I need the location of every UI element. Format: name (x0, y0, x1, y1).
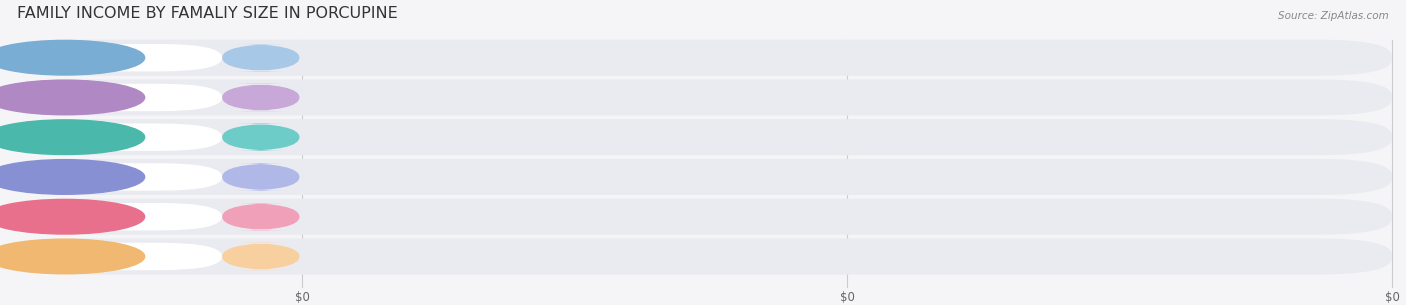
Text: FAMILY INCOME BY FAMALIY SIZE IN PORCUPINE: FAMILY INCOME BY FAMALIY SIZE IN PORCUPI… (17, 6, 398, 21)
Text: $0: $0 (253, 170, 269, 183)
Text: $0: $0 (253, 91, 269, 104)
Text: 7+ Person Families: 7+ Person Families (127, 250, 239, 263)
Text: $0: $0 (253, 51, 269, 64)
Text: 2-Person Families: 2-Person Families (127, 51, 229, 64)
Text: $0: $0 (839, 291, 855, 304)
Text: 3-Person Families: 3-Person Families (127, 91, 229, 104)
Text: $0: $0 (1385, 291, 1399, 304)
Text: Source: ZipAtlas.com: Source: ZipAtlas.com (1278, 11, 1389, 21)
Text: 6-Person Families: 6-Person Families (127, 210, 229, 223)
Text: 5-Person Families: 5-Person Families (127, 170, 229, 183)
Text: $0: $0 (253, 250, 269, 263)
Text: $0: $0 (295, 291, 309, 304)
Text: $0: $0 (253, 131, 269, 144)
Text: $0: $0 (253, 210, 269, 223)
Text: 4-Person Families: 4-Person Families (127, 131, 229, 144)
